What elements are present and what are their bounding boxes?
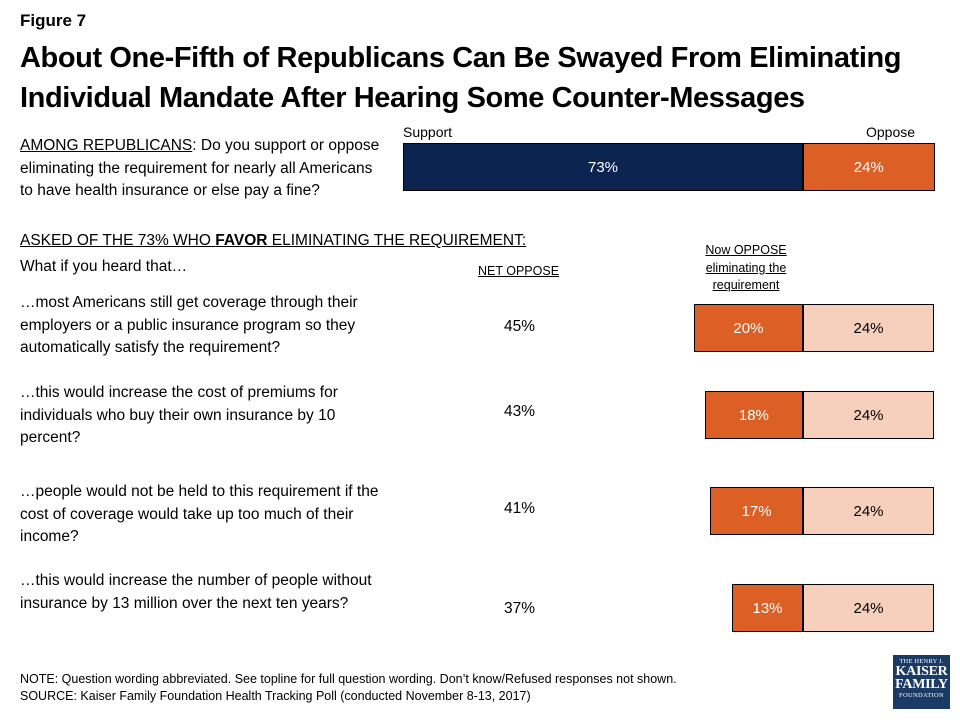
figure-label: Figure 7 [20, 11, 87, 30]
asked-bold: FAVOR [215, 232, 268, 249]
net-oppose-value: 43% [504, 403, 536, 420]
logo-line: FAMILY [895, 677, 948, 692]
logo-line: KAISER [895, 664, 948, 679]
footnote: NOTE: Question wording abbreviated. See … [20, 671, 677, 705]
note-text: NOTE: Question wording abbreviated. See … [20, 672, 677, 686]
net-oppose-value: 45% [504, 318, 536, 335]
message-text: …most Americans still get coverage throu… [20, 294, 358, 356]
baseline-oppose-bar: 24% [803, 584, 934, 632]
net-oppose-value: 41% [504, 500, 536, 517]
message-text: …this would increase the number of peopl… [20, 572, 372, 612]
source-text: SOURCE: Kaiser Family Foundation Health … [20, 689, 531, 703]
legend-oppose: Oppose [866, 124, 916, 140]
message-text: …this would increase the cost of premium… [20, 384, 338, 446]
now-oppose-bar: 17% [710, 487, 803, 535]
message-text: …people would not be held to this requir… [20, 483, 379, 545]
oppose-bar: 24% [803, 143, 935, 191]
title-line-2: Individual Mandate After Hearing Some Co… [20, 82, 805, 114]
net-oppose-value: 37% [504, 600, 536, 617]
title-line-1: About One-Fifth of Republicans Can Be Sw… [20, 42, 902, 74]
now-oppose-bar: 13% [732, 584, 803, 632]
kff-logo: THE HENRY J. KAISER FAMILY FOUNDATION [893, 655, 950, 709]
asked-before: ASKED OF THE 73% WHO [20, 232, 216, 249]
main-question: AMONG REPUBLICANS: Do you support or opp… [20, 135, 385, 203]
asked-heading: ASKED OF THE 73% WHO FAVOR ELIMINATING T… [20, 232, 526, 250]
chart-title: About One-Fifth of Republicans Can Be Sw… [20, 38, 950, 118]
legend-support: Support [403, 124, 453, 140]
baseline-oppose-bar: 24% [803, 487, 934, 535]
logo-line: THE HENRY J. [899, 658, 944, 665]
net-oppose-header: NET OPPOSE [478, 264, 560, 278]
baseline-oppose-bar: 24% [803, 304, 934, 352]
now-oppose-header: Now OPPOSE eliminating the requirement [705, 243, 787, 292]
logo-line: FOUNDATION [899, 692, 944, 699]
now-oppose-bar: 20% [693, 304, 803, 352]
asked-after: ELIMINATING THE REQUIREMENT: [267, 232, 527, 249]
now-oppose-bar: 18% [704, 391, 803, 439]
main-question-text: : Do you support or oppose eliminating t… [20, 137, 380, 199]
what-if-label: What if you heard that… [20, 258, 188, 275]
support-bar: 73% [403, 143, 803, 191]
baseline-oppose-bar: 24% [803, 391, 934, 439]
main-question-prefix: AMONG REPUBLICANS [20, 137, 193, 154]
